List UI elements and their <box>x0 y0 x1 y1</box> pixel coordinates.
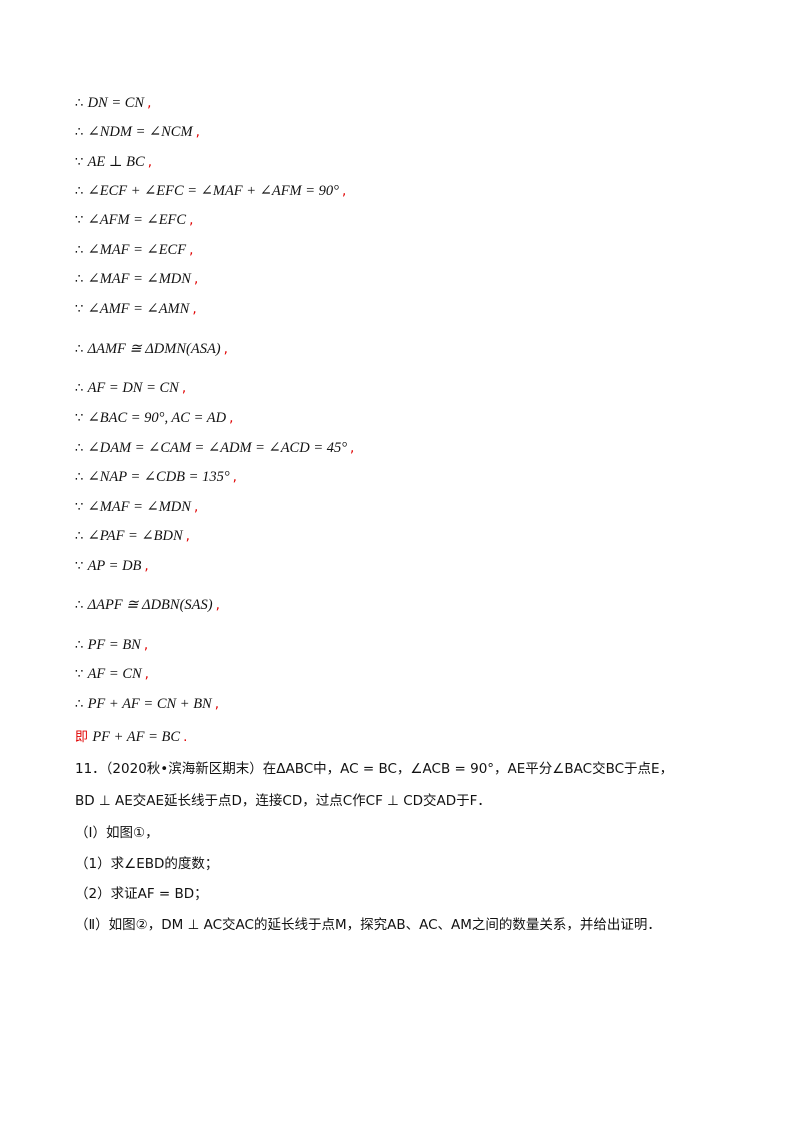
because-symbol: ∵ <box>75 559 84 574</box>
proof-punct: , <box>189 242 194 258</box>
therefore-symbol: ∴ <box>75 381 84 396</box>
because-symbol: ∵ <box>75 667 84 682</box>
part-two-question: （Ⅱ）如图②，DM ⊥ AC交AC的延长线于点M，探究AB、AC、AM之间的数量… <box>75 917 661 933</box>
therefore-symbol: ∴ <box>75 598 84 613</box>
proof-line: ∴ ∠NAP = ∠CDB = 135°, <box>75 469 237 486</box>
proof-line: ∴ ∠ECF + ∠EFC = ∠MAF + ∠AFM = 90°, <box>75 183 346 200</box>
question-2: （2）求证AF = BD； <box>75 886 208 902</box>
proof-line: ∵ ∠AMF = ∠AMN, <box>75 301 197 318</box>
proof-line: ∴ ∠NDM = ∠NCM, <box>75 124 200 141</box>
proof-punct: , <box>350 440 355 456</box>
proof-punct: , <box>214 696 220 712</box>
proof-line: ∴ DN = CN, <box>75 95 151 112</box>
proof-punct: , <box>193 271 199 287</box>
proof-line: 即 PF + AF = BC. <box>75 726 187 746</box>
proof-line: ∵ ∠MAF = ∠MDN, <box>75 499 198 516</box>
proof-punct: , <box>181 380 187 396</box>
proof-math: ∠NDM = ∠NCM <box>87 124 193 140</box>
proof-line: ∴ AF = DN = CN, <box>75 380 186 397</box>
proof-line: ∴ PF + AF = CN + BN, <box>75 696 219 713</box>
proof-math: ∠MAF = ∠MDN <box>87 499 191 515</box>
proof-punct: , <box>147 95 152 111</box>
proof-line: ∴ ∠DAM = ∠CAM = ∠ADM = ∠ACD = 45°, <box>75 440 354 457</box>
proof-math: PF = BN <box>87 637 141 653</box>
because-symbol: ∵ <box>75 155 84 170</box>
therefore-symbol: ∴ <box>75 697 84 712</box>
proof-punct: , <box>144 666 149 682</box>
therefore-symbol: ∴ <box>75 342 84 357</box>
proof-line: ∴ ∠MAF = ∠MDN, <box>75 271 198 288</box>
proof-math: ∠DAM = ∠CAM = ∠ADM = ∠ACD = 45° <box>87 440 348 456</box>
therefore-symbol: ∴ <box>75 529 84 544</box>
therefore-symbol: ∴ <box>75 638 84 653</box>
proof-math: ∠NAP = ∠CDB = 135° <box>87 469 230 485</box>
question-1: （1）求∠EBD的度数； <box>75 856 219 872</box>
therefore-symbol: ∴ <box>75 470 84 485</box>
therefore-symbol: ∴ <box>75 243 84 258</box>
proof-line: ∴ ∠MAF = ∠ECF, <box>75 242 193 259</box>
proof-math: ∠MAF = ∠ECF <box>87 242 187 258</box>
therefore-symbol: ∴ <box>75 272 84 287</box>
proof-punct: , <box>195 124 200 140</box>
because-symbol: ∵ <box>75 302 84 317</box>
proof-line: ∴ ΔAMF ≅ ΔDMN(ASA), <box>75 341 228 358</box>
because-symbol: ∵ <box>75 411 84 426</box>
proof-punct: , <box>341 183 347 199</box>
therefore-symbol: ∴ <box>75 125 84 140</box>
proof-punct: , <box>223 341 228 357</box>
proof-line: ∵ ∠AFM = ∠EFC, <box>75 212 193 229</box>
proof-math: ΔAMF ≅ ΔDMN(ASA) <box>87 341 221 357</box>
proof-math: AE ⊥ BC <box>87 154 145 170</box>
proof-line: ∴ ΔAPF ≅ ΔDBN(SAS), <box>75 597 220 614</box>
part-one-heading: （Ⅰ）如图①， <box>75 825 159 841</box>
proof-math: AP = DB <box>87 558 142 574</box>
proof-punct: , <box>147 154 153 170</box>
proof-line: ∵ ∠BAC = 90°, AC = AD, <box>75 410 233 427</box>
proof-line: ∵ AF = CN, <box>75 666 149 683</box>
proof-line: ∵ AP = DB, <box>75 558 149 575</box>
therefore-symbol: ∴ <box>75 96 84 111</box>
proof-punct: , <box>189 212 194 228</box>
proof-math: ∠ECF + ∠EFC = ∠MAF + ∠AFM = 90° <box>87 183 339 199</box>
because-symbol: ∵ <box>75 213 84 228</box>
proof-line: ∴ PF = BN, <box>75 637 148 654</box>
proof-math: ∠BAC = 90°, AC = AD <box>87 410 227 426</box>
therefore-symbol: ∴ <box>75 441 84 456</box>
proof-line: ∵ AE ⊥ BC, <box>75 154 152 171</box>
proof-punct: , <box>185 528 190 544</box>
proof-math: ∠AFM = ∠EFC <box>87 212 187 228</box>
problem-statement-cont: BD ⊥ AE交AE延长线于点D，连接CD，过点C作CF ⊥ CD交AD于F． <box>75 793 491 809</box>
proof-math: AF = DN = CN <box>87 380 179 396</box>
proof-math: PF + AF = BC <box>92 729 181 745</box>
conclusion-marker: 即 <box>75 730 89 745</box>
proof-math: ΔAPF ≅ ΔDBN(SAS) <box>87 597 213 613</box>
problem-statement: 11．（2020秋•滨海新区期末）在ΔABC中，AC = BC，∠ACB = 9… <box>75 761 674 777</box>
proof-math: ∠PAF = ∠BDN <box>87 528 183 544</box>
therefore-symbol: ∴ <box>75 184 84 199</box>
proof-math: PF + AF = CN + BN <box>87 696 212 712</box>
because-symbol: ∵ <box>75 500 84 515</box>
proof-math: DN = CN <box>87 95 145 111</box>
proof-punct: . <box>183 729 188 745</box>
proof-punct: , <box>215 597 220 613</box>
proof-punct: , <box>143 637 149 653</box>
proof-math: AF = CN <box>87 666 142 682</box>
proof-math: ∠MAF = ∠MDN <box>87 271 191 287</box>
proof-punct: , <box>232 469 237 485</box>
proof-punct: , <box>144 558 149 574</box>
proof-line: ∴ ∠PAF = ∠BDN, <box>75 528 190 545</box>
proof-math: ∠AMF = ∠AMN <box>87 301 190 317</box>
proof-punct: , <box>229 410 234 426</box>
proof-punct: , <box>192 301 197 317</box>
proof-punct: , <box>193 499 199 515</box>
